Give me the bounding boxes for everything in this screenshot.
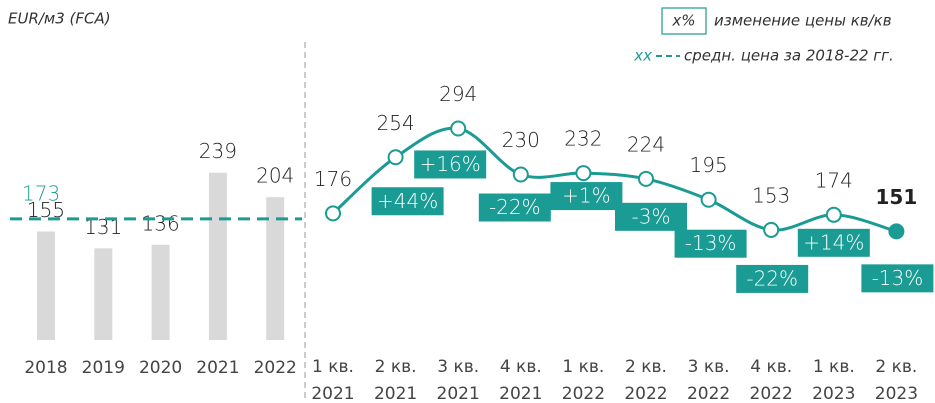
x-tick-label: 2020 (139, 358, 182, 378)
legend-change-text: изменение цены кв/кв (714, 12, 892, 30)
legend-average-text: средн. цена за 2018-22 гг. (684, 47, 894, 65)
change-label: +1% (562, 184, 611, 208)
bar (208, 172, 227, 340)
change-label: -22% (746, 266, 798, 290)
point-value-label: 230 (502, 128, 540, 152)
change-label: -22% (489, 195, 541, 219)
point (638, 170, 654, 187)
x-tick-label: 4 кв. 2022 (749, 357, 793, 403)
change-box (861, 264, 934, 293)
point-value-label: 151 (876, 185, 918, 209)
point (450, 120, 467, 137)
y-label: EUR/м3 (FCA) (8, 10, 111, 28)
bar-value-label: 239 (199, 139, 237, 163)
point-value-label: 224 (627, 132, 665, 156)
x-tick-label: 2021 (196, 358, 239, 378)
x-tick-label: 1 кв. 2021 (311, 357, 355, 403)
change-label: -13% (872, 266, 924, 290)
x-tick-label: 2 кв. 2023 (874, 357, 919, 403)
point (512, 166, 529, 183)
point-value-label: 153 (752, 183, 790, 207)
point-value-label: 254 (377, 111, 415, 135)
point-value-label: 176 (314, 167, 352, 191)
bar (37, 231, 55, 340)
x-tick-label: 1 кв. 2023 (812, 357, 856, 403)
line (331, 126, 897, 233)
change-box (478, 193, 551, 222)
x-tick-label: 4 кв. 2021 (499, 357, 543, 403)
point (888, 223, 905, 240)
average-label: 173 (22, 181, 60, 205)
change-box (615, 202, 687, 231)
change-box (674, 229, 747, 258)
point (763, 221, 780, 238)
bar (94, 248, 113, 340)
x-tick-label: 3 кв. 2022 (686, 357, 731, 403)
x-tick-label: 2018 (24, 358, 67, 378)
bar-value-label: 204 (256, 164, 294, 188)
bar-value-label: 136 (142, 211, 180, 235)
bar (266, 197, 285, 340)
change-label: +16% (420, 152, 481, 176)
point (575, 165, 592, 182)
point-value-label: 294 (439, 82, 477, 106)
change-box (371, 187, 444, 216)
point (825, 206, 842, 223)
change-box (797, 228, 870, 257)
change-label: -13% (685, 231, 737, 255)
change-box (550, 182, 623, 211)
point-value-label: 232 (564, 127, 602, 151)
legend-change-key: x% (671, 12, 695, 30)
legend-average-key: xx (633, 47, 652, 65)
point (325, 205, 341, 222)
change-label: +14% (803, 230, 864, 254)
change-box (414, 150, 487, 179)
change-box (736, 264, 809, 293)
legend-box (661, 7, 707, 35)
x-tick-label: 2 кв. 2021 (373, 357, 418, 403)
x-tick-label: 3 кв. 2021 (436, 357, 480, 403)
change-label: -3% (632, 204, 671, 228)
x-tick-label: 2019 (82, 358, 125, 378)
bar (151, 244, 170, 340)
point-value-label: 195 (690, 153, 728, 177)
point (387, 149, 404, 166)
change-label: +44% (377, 189, 438, 213)
x-tick-label: 2 кв. 2022 (624, 357, 668, 403)
point-value-label: 174 (815, 168, 853, 192)
x-tick-label: 2022 (254, 358, 297, 378)
x-tick-label: 1 кв. 2022 (561, 357, 606, 403)
point (700, 191, 717, 208)
